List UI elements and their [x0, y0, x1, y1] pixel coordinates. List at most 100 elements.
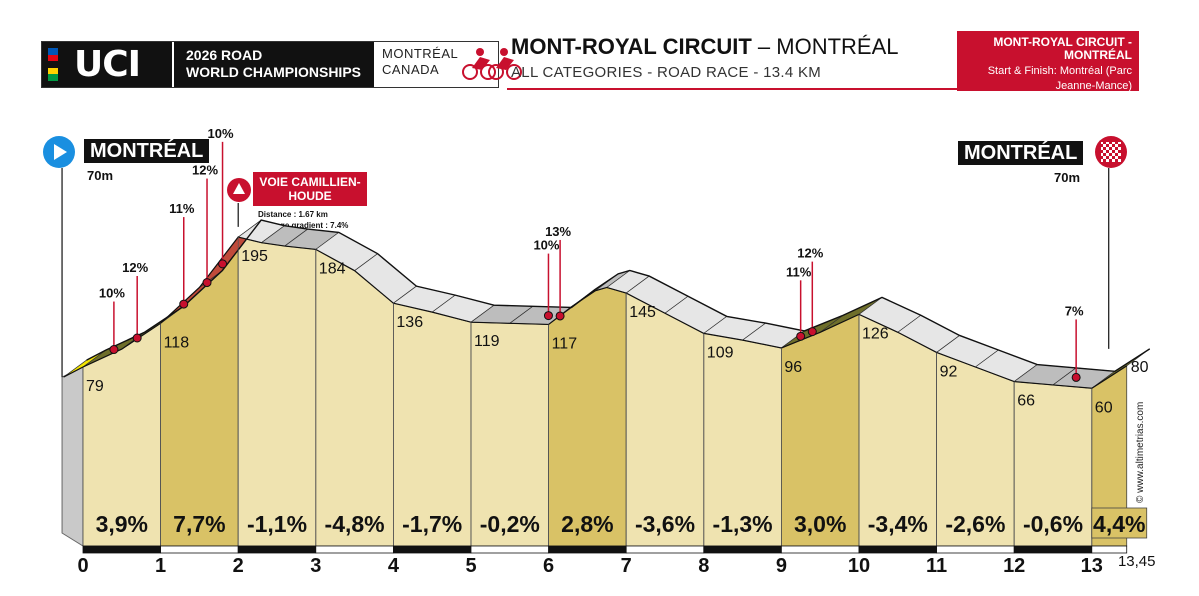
km-axis-segment: [470, 545, 549, 554]
km-axis-segment: [548, 545, 627, 554]
gradient-pin-dot: [179, 299, 189, 309]
start-icon: [43, 136, 75, 168]
gradient-pin-dot: [202, 278, 212, 288]
segment-gradient-label: 3,9%: [96, 511, 148, 537]
altitude-label: 79: [86, 378, 104, 395]
host-city-line-1: MONTRÉAL: [382, 46, 459, 61]
gradient-pin-label: 12%: [192, 163, 218, 178]
km-tick-label: 7: [621, 555, 632, 577]
gradient-pin-label: 12%: [797, 246, 823, 261]
km-tick-label: 1: [155, 555, 166, 577]
km-axis-segment: [858, 545, 937, 554]
gradient-pin-label: 7%: [1065, 303, 1084, 318]
km-tick-label: 3: [310, 555, 321, 577]
km-axis-segment: [1013, 545, 1093, 554]
profile-segment: [160, 235, 239, 547]
km-tick-label: 2: [233, 555, 244, 577]
altitude-label: 80: [1131, 359, 1149, 376]
km-tick-label: 11: [926, 555, 947, 577]
host-city-line-2: CANADA: [382, 62, 440, 77]
altitude-label: 184: [319, 260, 346, 277]
km-tick-label: 4: [388, 555, 400, 577]
title-bold: MONT-ROYAL CIRCUIT: [511, 34, 752, 59]
start-name: MONTRÉAL: [84, 139, 210, 163]
gradient-pin-label: 10%: [208, 126, 234, 141]
start-altitude: 70m: [87, 168, 114, 183]
km-end-label: 13,45: [1118, 553, 1156, 570]
profile-front-line: [63, 236, 1128, 389]
segment-gradient-label: -0,2%: [480, 511, 540, 537]
altitude-label: 60: [1095, 399, 1113, 416]
altitude-label: 145: [629, 304, 656, 321]
segment-gradient-label: -3,4%: [868, 511, 928, 537]
climb-distance: Distance : 1.67 km: [258, 210, 328, 219]
cyclists-icon: [462, 48, 522, 80]
title-underline: [507, 88, 957, 90]
segment-gradient-label: -1,7%: [402, 511, 462, 537]
start-finish-2: Jeanne-Mance): [1055, 80, 1132, 92]
gradient-pin-label: 13%: [545, 224, 571, 239]
climb-name-box: VOIE CAMILLIEN- HOUDE: [253, 172, 367, 206]
km-axis-segment: [315, 545, 394, 554]
segment-gradient-label: -2,6%: [945, 511, 1005, 537]
event-name: 2026 ROAD WORLD CHAMPIONSHIPS: [174, 42, 374, 87]
gradient-pin-dot: [555, 311, 565, 321]
segment-gradient-label: -3,6%: [635, 511, 695, 537]
climb-name-2: HOUDE: [288, 189, 332, 203]
gradient-pin-dot: [543, 311, 553, 321]
km-axis-segment: [1091, 545, 1128, 554]
km-tick-label: 6: [543, 555, 554, 577]
gradient-pin-label: 10%: [99, 286, 125, 301]
km-axis-segment: [703, 545, 782, 554]
host-city: MONTRÉAL CANADA: [382, 46, 458, 78]
gradient-pin-dot: [1071, 372, 1081, 382]
gradient-pin-label: 11%: [169, 201, 195, 216]
altitude-label: 109: [707, 344, 734, 361]
rainbow-stripes-icon: [48, 48, 58, 81]
gradient-pin-dot: [109, 345, 119, 355]
segment-gradient-label: -0,6%: [1023, 511, 1083, 537]
info-title-2: MONTRÉAL: [1064, 48, 1132, 62]
km-tick-label: 13: [1081, 555, 1103, 577]
gradient-pin-dot: [807, 327, 817, 337]
finish-name: MONTRÉAL: [958, 141, 1084, 165]
profile-segment: [237, 236, 317, 547]
km-axis-segment: [625, 545, 705, 554]
altitude-label: 92: [940, 363, 958, 380]
finish-flag-icon: [1095, 136, 1127, 168]
km-tick-label: 0: [77, 555, 88, 577]
segment-gradient-label: -1,1%: [247, 511, 307, 537]
segment-gradient-label: 2,8%: [561, 511, 613, 537]
altitude-label: 96: [784, 359, 802, 376]
altitude-label: 117: [552, 335, 578, 352]
km-tick-label: 10: [848, 555, 870, 577]
km-axis-segment: [237, 545, 317, 554]
km-axis-segment: [781, 545, 860, 554]
gradient-pin-dot: [132, 333, 142, 343]
event-line-2: WORLD CHAMPIONSHIPS: [186, 64, 361, 80]
altitude-label: 195: [241, 248, 268, 265]
km-axis-segment: [82, 545, 161, 554]
gradient-pin-label: 12%: [122, 260, 148, 275]
km-axis-segment: [160, 545, 239, 554]
segment-gradient-label: 3,0%: [794, 511, 846, 537]
copyright-text: © www.altimetrias.com: [1135, 402, 1146, 503]
chart-subtitle: ALL CATEGORIES - ROAD RACE - 13.4 KM: [511, 64, 822, 81]
climb-name-1: VOIE CAMILLIEN-: [259, 175, 361, 189]
altitude-label: 136: [396, 314, 423, 331]
info-title-1: MONT-ROYAL CIRCUIT -: [993, 35, 1132, 49]
gradient-pin-dot: [796, 331, 806, 341]
climb-details: Distance : 1.67 km Average gradient : 7.…: [258, 209, 348, 231]
segment-gradient-label: 4,4%: [1093, 511, 1145, 537]
chart-title: MONT-ROYAL CIRCUIT – MONTRÉAL: [511, 34, 899, 60]
uci-wordmark: UCI: [42, 42, 172, 87]
title-rest: – MONTRÉAL: [751, 34, 899, 59]
profile-ridge-line: [86, 219, 1151, 372]
start-finish-1: Start & Finish: Montréal (Parc: [987, 65, 1132, 77]
profile-left-wall: [61, 366, 84, 547]
segment-gradient-label: 7,7%: [173, 511, 225, 537]
profile-segment: [625, 292, 705, 547]
altitude-label: 126: [862, 325, 889, 342]
km-tick-label: 8: [698, 555, 709, 577]
